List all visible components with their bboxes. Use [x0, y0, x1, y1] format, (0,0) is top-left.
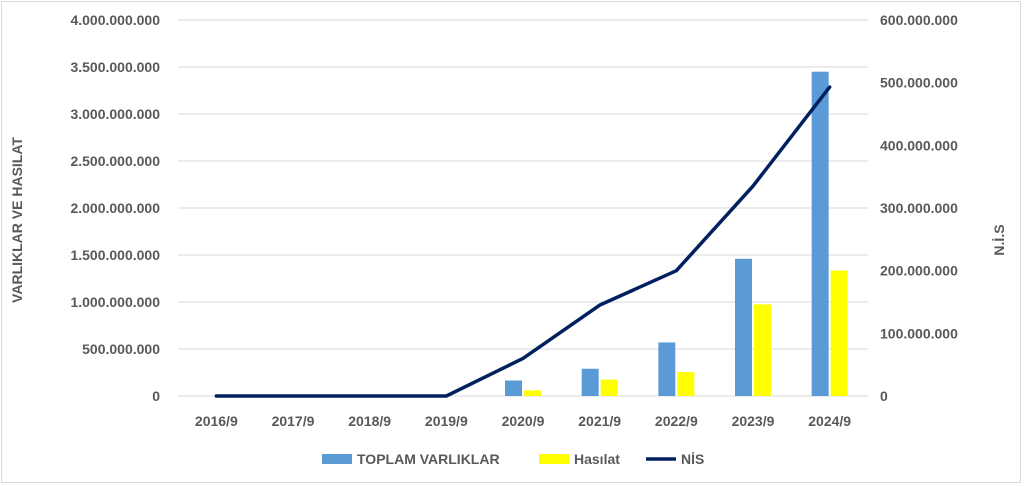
right-tick-label: 0	[880, 388, 888, 404]
left-tick-label: 3.000.000.000	[70, 106, 160, 122]
right-tick-label: 500.000.000	[880, 75, 958, 91]
legend-swatch	[539, 454, 569, 464]
legend-label: Hasılat	[574, 451, 620, 467]
bar	[735, 258, 752, 396]
bar	[524, 390, 541, 396]
bar	[581, 368, 599, 396]
left-tick-label: 1.500.000.000	[70, 247, 160, 263]
x-tick-label: 2018/9	[348, 413, 391, 429]
line-series	[214, 85, 832, 398]
right-tick-label: 400.000.000	[880, 137, 958, 153]
left-tick-label: 4.000.000.000	[70, 12, 160, 28]
right-tick-label: 100.000.000	[880, 325, 958, 341]
series-line	[214, 85, 832, 398]
legend-label: NİS	[681, 451, 704, 467]
right-tick-label: 600.000.000	[880, 12, 958, 28]
right-tick-label: 300.000.000	[880, 200, 958, 216]
x-tick-label: 2017/9	[272, 413, 315, 429]
legend: TOPLAM VARLIKLAR Hasılat NİS	[322, 451, 704, 467]
x-tick-label: 2020/9	[502, 413, 545, 429]
left-tick-label: 1.000.000.000	[70, 294, 160, 310]
left-tick-label: 2.000.000.000	[70, 200, 160, 216]
left-tick-label: 500.000.000	[82, 341, 160, 357]
legend-swatch	[322, 454, 352, 464]
bar	[677, 372, 695, 396]
bar-series	[505, 71, 848, 396]
x-tick-label: 2023/9	[732, 413, 775, 429]
x-tick-label: 2024/9	[808, 413, 851, 429]
left-axis-ticks: 0 500.000.000 1.000.000.000 1.500.000.000 2.…	[70, 12, 160, 404]
bar	[658, 342, 676, 396]
left-axis-title: VARLIKLAR VE HASILAT	[9, 137, 25, 303]
x-tick-label: 2019/9	[425, 413, 468, 429]
x-tick-label: 2022/9	[655, 413, 698, 429]
bar	[505, 380, 522, 396]
gridlines	[178, 19, 868, 397]
bar	[830, 270, 848, 396]
bar	[600, 379, 618, 396]
legend-label: TOPLAM VARLIKLAR	[357, 451, 500, 467]
x-tick-label: 2016/9	[195, 413, 238, 429]
left-tick-label: 2.500.000.000	[70, 153, 160, 169]
bar	[754, 304, 771, 396]
x-axis-ticks: 2016/9 2017/9 2018/9 2019/9 2020/9 2021/9 2022…	[195, 413, 851, 429]
right-tick-label: 200.000.000	[880, 263, 958, 279]
right-axis-ticks: 0 100.000.000 200.000.000 300.000.000 400.00…	[880, 12, 958, 404]
left-tick-label: 0	[152, 388, 160, 404]
left-tick-label: 3.500.000.000	[70, 59, 160, 75]
x-tick-label: 2021/9	[578, 413, 621, 429]
bar	[811, 71, 829, 396]
right-axis-title: N.İ.S	[991, 224, 1007, 255]
